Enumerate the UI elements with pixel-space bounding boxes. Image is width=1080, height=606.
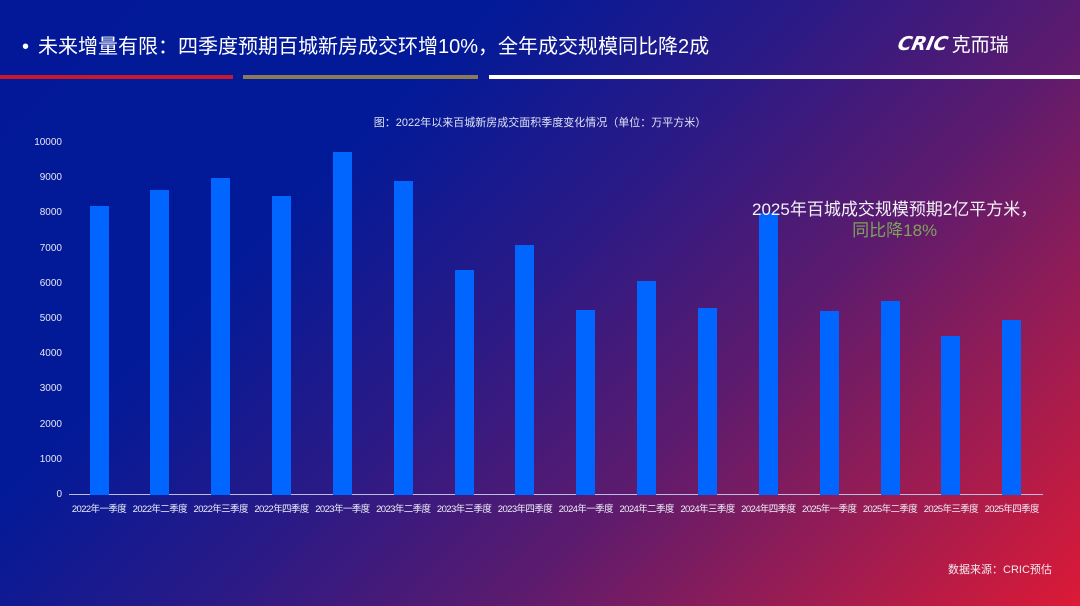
bar bbox=[454, 270, 474, 495]
y-tick-label: 2000 bbox=[39, 418, 62, 430]
x-axis-line bbox=[69, 494, 1043, 495]
x-tick-label: 2024年三季度 bbox=[680, 504, 735, 515]
cric-logo: CRIC 克而瑞 bbox=[896, 30, 1009, 57]
y-tick-label: 10000 bbox=[34, 137, 62, 148]
bar bbox=[880, 301, 900, 495]
chart-title: 图：2022年以来百城新房成交面积季度变化情况（单位：万平方米） bbox=[373, 117, 707, 129]
slide-title: • 未来增量有限：四季度预期百城新房成交环增10%，全年成交规模同比降2成 bbox=[22, 30, 709, 59]
annotation-line-1: 2025年百城成交规模预期2亿平方米， bbox=[752, 200, 1038, 219]
x-tick-label: 2025年一季度 bbox=[802, 504, 857, 515]
bar bbox=[211, 178, 231, 495]
bullet-icon: • bbox=[22, 36, 30, 58]
y-tick-label: 7000 bbox=[39, 242, 62, 254]
y-tick-label: 9000 bbox=[39, 172, 62, 184]
x-tick-label: 2022年一季度 bbox=[71, 504, 127, 515]
x-tick-label: 2022年二季度 bbox=[132, 504, 188, 515]
bar bbox=[89, 206, 109, 495]
x-tick-label: 2023年四季度 bbox=[497, 504, 553, 515]
x-tick-label: 2025年四季度 bbox=[984, 504, 1040, 515]
x-tick-label: 2024年四季度 bbox=[741, 504, 796, 515]
divider-white bbox=[489, 75, 1080, 79]
bar bbox=[637, 280, 657, 495]
y-tick-label: 1000 bbox=[39, 453, 62, 465]
divider-red bbox=[0, 75, 233, 79]
bar bbox=[332, 151, 352, 495]
data-source-note: 数据来源：CRIC预估 bbox=[948, 564, 1052, 576]
x-tick-label: 2025年三季度 bbox=[923, 504, 979, 515]
slide-title-text: 未来增量有限：四季度预期百城新房成交环增10%，全年成交规模同比降2成 bbox=[38, 36, 710, 58]
x-tick-label: 2022年四季度 bbox=[254, 504, 309, 515]
bar bbox=[576, 310, 596, 495]
y-tick-label: 6000 bbox=[39, 277, 62, 289]
x-tick-label: 2025年二季度 bbox=[862, 504, 918, 515]
cric-logo-cn: 克而瑞 bbox=[951, 35, 1009, 56]
bar bbox=[272, 195, 292, 495]
bar bbox=[1002, 320, 1022, 495]
x-tick-label: 2023年二季度 bbox=[376, 504, 431, 515]
x-tick-label: 2023年三季度 bbox=[436, 504, 492, 515]
annotation-line-2: 同比降18% bbox=[852, 221, 938, 240]
y-tick-label: 8000 bbox=[39, 207, 62, 219]
y-tick-label: 3000 bbox=[39, 383, 62, 395]
bar bbox=[941, 335, 961, 495]
bar bbox=[758, 213, 778, 495]
x-tick-label: 2024年一季度 bbox=[558, 504, 614, 515]
bar bbox=[150, 190, 170, 495]
y-tick-label: 4000 bbox=[39, 348, 62, 360]
x-tick-label: 2024年二季度 bbox=[619, 504, 674, 515]
y-tick-label: 5000 bbox=[39, 313, 62, 324]
y-tick-label: 0 bbox=[56, 489, 62, 500]
divider-tan bbox=[243, 75, 478, 79]
bar bbox=[819, 310, 839, 495]
x-tick-label: 2022年三季度 bbox=[193, 504, 249, 515]
bar bbox=[515, 245, 535, 495]
x-tick-label: 2023年一季度 bbox=[315, 504, 370, 515]
chart-annotation: 2025年百城成交规模预期2亿平方米， 同比降18% bbox=[752, 199, 1037, 241]
bar bbox=[393, 180, 413, 495]
bar bbox=[698, 308, 717, 495]
